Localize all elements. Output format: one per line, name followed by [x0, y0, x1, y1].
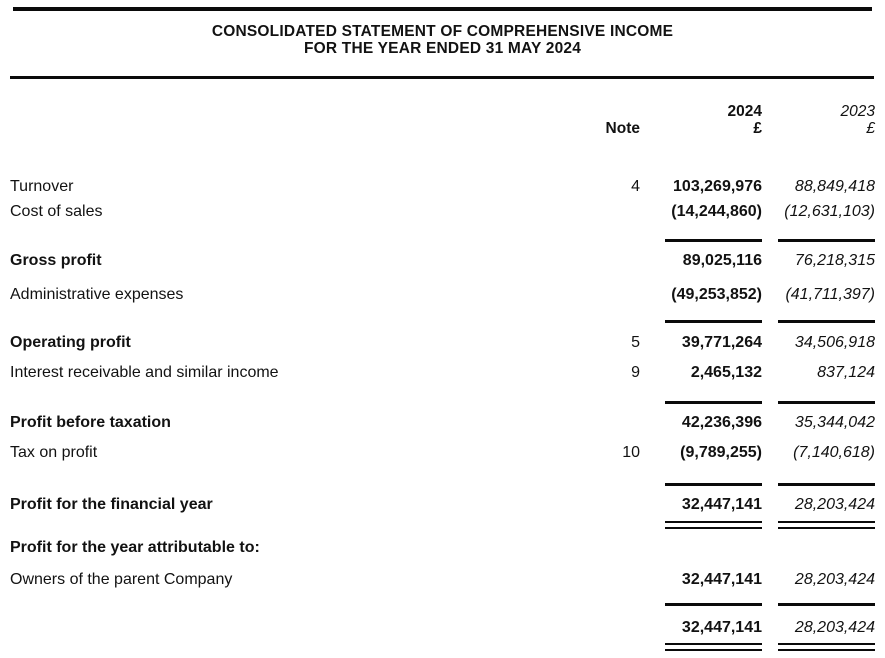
table-row-turnover: Turnover 4 103,269,976 88,849,418	[10, 177, 875, 197]
row-value-2024: (14,244,860)	[671, 203, 762, 220]
row-label: Administrative expenses	[10, 286, 184, 303]
row-note: 4	[631, 178, 640, 195]
column-header-row-years: 2024 2023	[10, 103, 875, 120]
page-title-line2: FOR THE YEAR ENDED 31 MAY 2024	[303, 40, 582, 57]
column-header-2023: 2023	[840, 103, 875, 120]
table-row-attributable-heading: Profit for the year attributable to:	[10, 538, 875, 558]
row-value-2024: 42,236,396	[681, 414, 762, 431]
row-note	[560, 618, 640, 638]
income-statement-table: 2024 2023 Note £ £ Turnover 4 103,269,97…	[10, 103, 875, 651]
table-row-operating-profit: Operating profit 5 39,771,264 34,506,918	[10, 333, 875, 353]
row-value-2023: 34,506,918	[794, 334, 875, 351]
row-value-2023: 35,344,042	[794, 414, 875, 431]
single-rule-above-gross-profit	[10, 239, 875, 242]
row-value-2024: 89,025,116	[682, 252, 762, 269]
table-row-profit-for-financial-year: Profit for the financial year 32,447,141…	[10, 495, 875, 515]
row-label	[10, 618, 560, 638]
row-note	[560, 413, 640, 433]
column-header-note: Note	[605, 120, 640, 137]
row-label: Cost of sales	[10, 203, 103, 220]
column-header-2024: 2024	[727, 103, 762, 120]
row-label: Tax on profit	[10, 444, 98, 461]
row-note	[560, 495, 640, 515]
row-note	[560, 202, 640, 222]
column-header-row-note-currency: Note £ £	[10, 120, 875, 137]
table-row-total: 32,447,141 28,203,424	[10, 618, 875, 638]
row-value-2024: 32,447,141	[681, 496, 762, 513]
row-note: 10	[622, 444, 640, 461]
row-note: 9	[631, 364, 640, 381]
single-rule-above-profit-for-year	[10, 483, 875, 486]
row-value-2023: (7,140,618)	[793, 444, 875, 461]
top-border-rule	[13, 7, 872, 11]
row-label: Profit before taxation	[10, 414, 171, 431]
row-value-2023: (12,631,103)	[784, 203, 875, 220]
double-rule-below-profit-for-year	[10, 521, 875, 529]
table-row-owners-of-parent: Owners of the parent Company 32,447,141 …	[10, 570, 875, 590]
row-value-2024: (49,253,852)	[671, 286, 762, 303]
row-note	[560, 570, 640, 590]
row-value-2024: 103,269,976	[673, 178, 762, 195]
single-rule-above-total	[10, 603, 875, 606]
row-value-2024: 2,465,132	[690, 364, 762, 381]
table-row-tax-on-profit: Tax on profit 10 (9,789,255) (7,140,618)	[10, 443, 875, 463]
single-rule-above-operating-profit	[10, 320, 875, 323]
single-rule-above-profit-before-taxation	[10, 401, 875, 404]
double-rule-bottom	[10, 643, 875, 651]
row-label: Interest receivable and similar income	[10, 364, 279, 381]
row-label: Operating profit	[10, 334, 131, 351]
row-value-2023: 28,203,424	[794, 496, 875, 513]
row-label: Turnover	[10, 178, 74, 195]
row-note: 5	[631, 334, 640, 351]
row-label: Profit for the financial year	[10, 496, 213, 513]
row-value-2024: (9,789,255)	[680, 444, 762, 461]
table-row-administrative-expenses: Administrative expenses (49,253,852) (41…	[10, 285, 875, 305]
row-value-2024: 32,447,141	[681, 571, 762, 588]
row-value-2023: 76,218,315	[794, 252, 875, 269]
row-note	[560, 285, 640, 305]
row-value-2023: 837,124	[817, 364, 875, 381]
table-row-interest-receivable: Interest receivable and similar income 9…	[10, 363, 875, 383]
row-value-2024: 32,447,141	[681, 619, 762, 636]
column-header-currency-2023: £	[866, 120, 875, 137]
row-value-2023: 28,203,424	[794, 571, 875, 588]
table-row-cost-of-sales: Cost of sales (14,244,860) (12,631,103)	[10, 202, 875, 222]
row-value-2023: 88,849,418	[794, 178, 875, 195]
table-row-gross-profit: Gross profit 89,025,116 76,218,315	[10, 251, 875, 271]
page-title: CONSOLIDATED STATEMENT OF COMPREHENSIVE …	[0, 23, 885, 57]
title-divider-rule	[10, 76, 874, 79]
table-row-profit-before-taxation: Profit before taxation 42,236,396 35,344…	[10, 413, 875, 433]
row-label: Profit for the year attributable to:	[10, 539, 260, 556]
row-note	[560, 251, 640, 271]
row-value-2024: 39,771,264	[681, 334, 762, 351]
row-value-2023: (41,711,397)	[785, 286, 875, 303]
row-value-2023: 28,203,424	[794, 619, 875, 636]
row-label: Owners of the parent Company	[10, 571, 233, 588]
page-title-line1: CONSOLIDATED STATEMENT OF COMPREHENSIVE …	[211, 23, 674, 40]
column-header-currency-2024: £	[753, 120, 762, 137]
row-label: Gross profit	[10, 252, 102, 269]
